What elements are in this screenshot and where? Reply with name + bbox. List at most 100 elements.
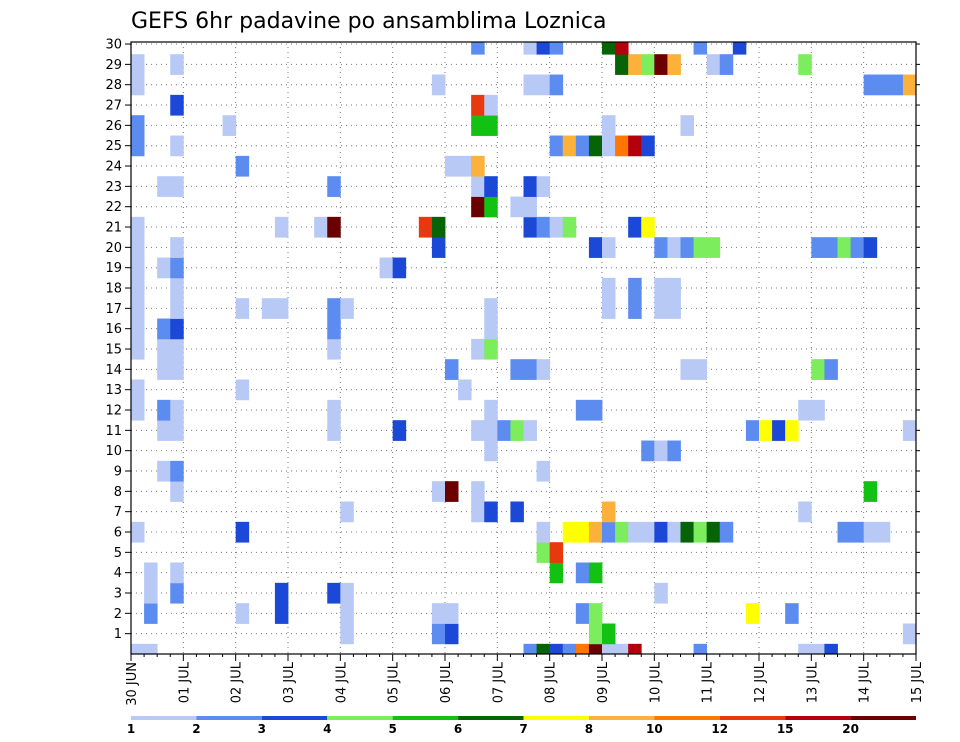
legend-label: 15 [777, 722, 794, 736]
heatmap-cell [602, 643, 616, 655]
heatmap-cell [431, 623, 446, 645]
heatmap-cell [261, 298, 276, 319]
heatmap-cell [811, 643, 825, 655]
heatmap-cell [445, 623, 459, 645]
heatmap-cell [693, 643, 708, 655]
x-tick-label: 10 JUL [648, 661, 663, 703]
x-tick-label: 30 JUN [125, 662, 140, 706]
heatmap-cell [170, 582, 184, 604]
heatmap-cell [274, 603, 289, 624]
heatmap-cell [667, 521, 681, 543]
heatmap-cell [131, 399, 145, 421]
y-tick-label: 29 [105, 58, 122, 73]
legend-swatch [588, 716, 655, 720]
heatmap-cell [235, 155, 250, 177]
heatmap-cell [811, 399, 825, 421]
heatmap-cell [654, 298, 668, 319]
heatmap-cell [471, 338, 485, 360]
y-tick-label: 26 [105, 119, 122, 134]
heatmap-cell [484, 399, 498, 421]
heatmap-cell [615, 521, 629, 543]
heatmap-cell [902, 420, 917, 441]
heatmap-cell [549, 135, 564, 157]
heatmap-cell [588, 237, 603, 258]
heatmap-cell [170, 399, 184, 421]
x-tick-label: 04 JUL [334, 661, 349, 703]
heatmap-cell [902, 74, 917, 96]
heatmap-cell [615, 135, 629, 157]
heatmap-cell [641, 54, 655, 75]
y-tick-label: 11 [105, 424, 122, 439]
axis-ticks: 1234567891011121314151617181920212223242… [105, 38, 925, 706]
heatmap-cell [706, 521, 721, 543]
heatmap-cell [418, 216, 433, 238]
legend-swatch [196, 716, 262, 720]
legend-label: 8 [585, 722, 593, 736]
x-tick-label: 15 JUL [910, 661, 925, 703]
heatmap-cell [327, 298, 341, 319]
x-tick-label: 06 JUL [439, 661, 454, 703]
heatmap-cell [536, 359, 551, 380]
heatmap-cell [811, 237, 825, 258]
heatmap-cell [431, 603, 446, 624]
heatmap-cell [484, 501, 498, 523]
heatmap-cell [693, 359, 708, 380]
heatmap-cell [170, 176, 184, 197]
y-tick-label: 8 [114, 485, 122, 500]
heatmap-cell [157, 359, 171, 380]
heatmap-cell [471, 42, 485, 55]
heatmap-cell [327, 399, 341, 421]
heatmap-cell [327, 318, 341, 340]
heatmap-cell [131, 237, 145, 258]
heatmap-cell [615, 54, 629, 75]
heatmap-cell [902, 623, 917, 645]
heatmap-cell [170, 94, 184, 116]
heatmap-cell [863, 481, 878, 502]
heatmap-cell [170, 257, 184, 279]
x-tick-label: 07 JUL [491, 661, 506, 703]
heatmap-cell [693, 42, 708, 55]
heatmap-cell [170, 277, 184, 299]
y-tick-label: 20 [105, 241, 122, 256]
legend-label: 10 [646, 722, 663, 736]
heatmap-cell [588, 399, 603, 421]
heatmap-cell [131, 54, 145, 75]
heatmap-cell [562, 643, 577, 655]
heatmap-cell [131, 379, 145, 401]
heatmap-cell [863, 74, 878, 96]
y-tick-label: 5 [114, 546, 122, 561]
heatmap-cell [340, 298, 354, 319]
heatmap-cell [484, 176, 498, 197]
heatmap-cell [837, 237, 851, 258]
heatmap-cell [484, 318, 498, 340]
heatmap-cell [772, 420, 786, 441]
heatmap-cell [431, 481, 446, 502]
heatmap-cell [431, 216, 446, 238]
heatmap-cell [235, 379, 250, 401]
heatmap-cell [562, 521, 577, 543]
heatmap-cell [759, 420, 773, 441]
heatmap-cell [615, 42, 629, 55]
heatmap-cell [523, 74, 537, 96]
legend-label: 4 [323, 722, 331, 736]
heatmap-cell [157, 176, 171, 197]
y-tick-label: 19 [105, 261, 122, 276]
heatmap-cell [602, 135, 616, 157]
heatmap-cell [235, 521, 250, 543]
y-tick-label: 13 [105, 383, 122, 398]
heatmap-cell [445, 155, 459, 177]
heatmap-cell [654, 237, 668, 258]
heatmap-cell [274, 216, 289, 238]
x-tick-label: 13 JUL [805, 661, 820, 703]
y-tick-label: 7 [114, 505, 122, 520]
heatmap-cell [863, 521, 878, 543]
heatmap-cell [157, 420, 171, 441]
heatmap-cell [327, 216, 341, 238]
heatmap-cell [131, 74, 145, 96]
heatmap-cell [641, 135, 655, 157]
heatmap-cell [575, 562, 590, 584]
heatmap-cell [667, 277, 681, 299]
heatmap-cell [144, 562, 158, 584]
x-tick-label: 02 JUL [230, 661, 245, 703]
heatmap-cell [549, 42, 564, 55]
